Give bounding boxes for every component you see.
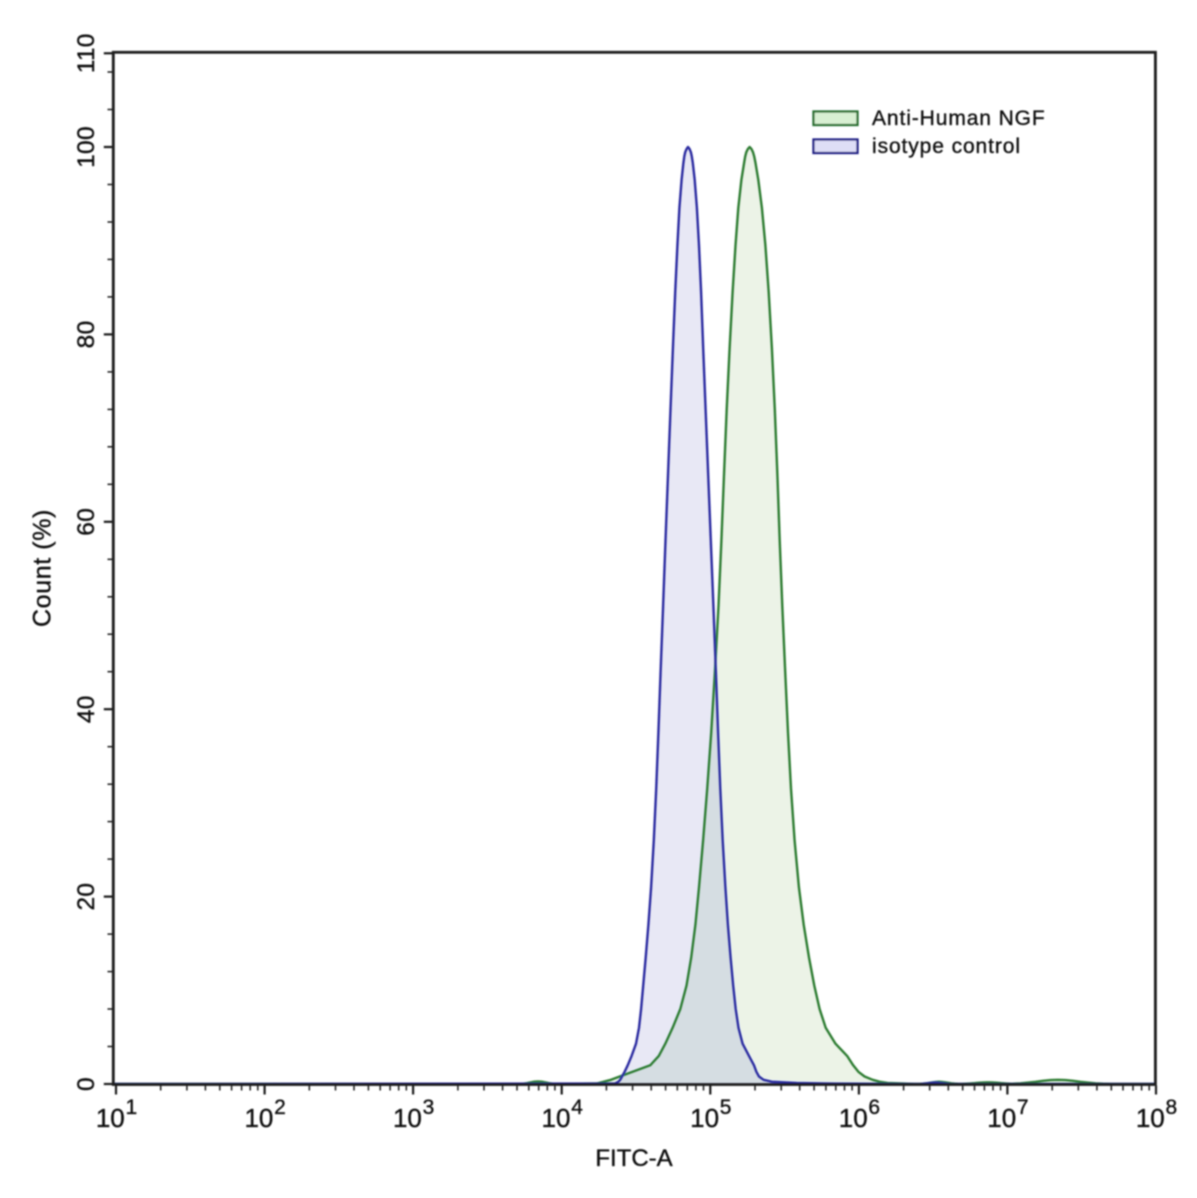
svg-text:2: 2 [274,1096,286,1119]
svg-text:10: 10 [690,1103,719,1133]
svg-text:10: 10 [1136,1103,1165,1133]
svg-text:1: 1 [126,1096,138,1119]
svg-text:5: 5 [720,1096,732,1119]
svg-text:7: 7 [1017,1096,1029,1119]
svg-text:10: 10 [244,1103,273,1133]
svg-text:40: 40 [73,695,100,723]
svg-text:110: 110 [73,33,100,73]
svg-text:0: 0 [73,1077,100,1091]
svg-text:8: 8 [1166,1096,1178,1119]
svg-text:100: 100 [73,126,100,168]
svg-text:FITC-A: FITC-A [595,1145,672,1172]
svg-text:3: 3 [423,1096,435,1119]
svg-text:Count (%): Count (%) [29,509,57,627]
svg-text:10: 10 [542,1103,571,1133]
svg-text:60: 60 [73,508,100,536]
svg-text:10: 10 [393,1103,422,1133]
svg-text:20: 20 [73,883,100,911]
svg-text:4: 4 [571,1096,583,1119]
svg-text:10: 10 [96,1103,125,1133]
svg-text:10: 10 [987,1103,1016,1133]
svg-text:Anti-Human NGF: Anti-Human NGF [872,107,1046,130]
svg-text:6: 6 [868,1096,880,1119]
svg-text:isotype control: isotype control [872,135,1021,158]
svg-text:80: 80 [73,320,100,348]
svg-text:10: 10 [839,1103,868,1133]
